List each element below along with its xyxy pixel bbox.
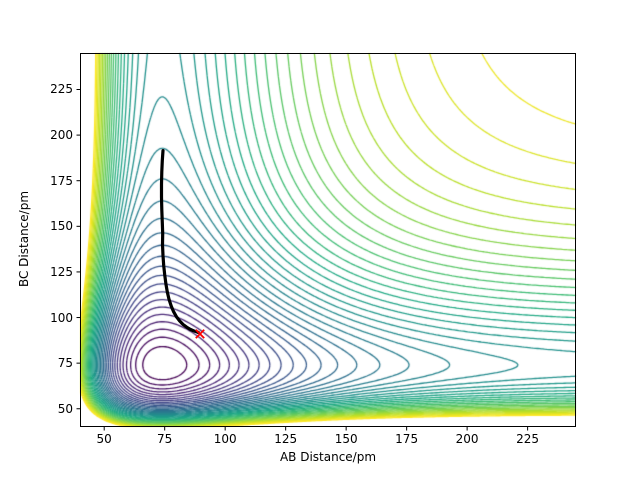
x-tick-label: 50: [96, 432, 112, 446]
y-tick-label: 50: [57, 401, 73, 416]
x-marker-stroke: [195, 329, 205, 339]
x-tick-label: 200: [455, 432, 479, 446]
x-tick-label: 175: [395, 432, 419, 446]
plot-frame: [80, 53, 576, 427]
x-tick-label: 150: [334, 432, 358, 446]
y-tick-label: 225: [50, 82, 73, 97]
y-tick-label: 150: [50, 219, 73, 234]
axis-tick-marks: [76, 88, 529, 431]
y-tick-label: 75: [57, 356, 73, 371]
y-tick-label: 100: [50, 310, 73, 325]
y-tick-label: 200: [50, 128, 73, 143]
x-tick-label: 125: [274, 432, 298, 446]
y-tick-label: 125: [50, 264, 73, 279]
optimization-trajectory: [159, 149, 200, 335]
x-tick-label: 100: [213, 432, 237, 446]
x-tick-label: 225: [516, 432, 540, 446]
y-axis-label: BC Distance/pm: [17, 190, 31, 288]
y-tick-label: 175: [50, 173, 73, 188]
x-axis-label: AB Distance/pm: [279, 450, 377, 464]
saddle-x-marker: [195, 329, 205, 339]
x-tick-label: 75: [157, 432, 173, 446]
